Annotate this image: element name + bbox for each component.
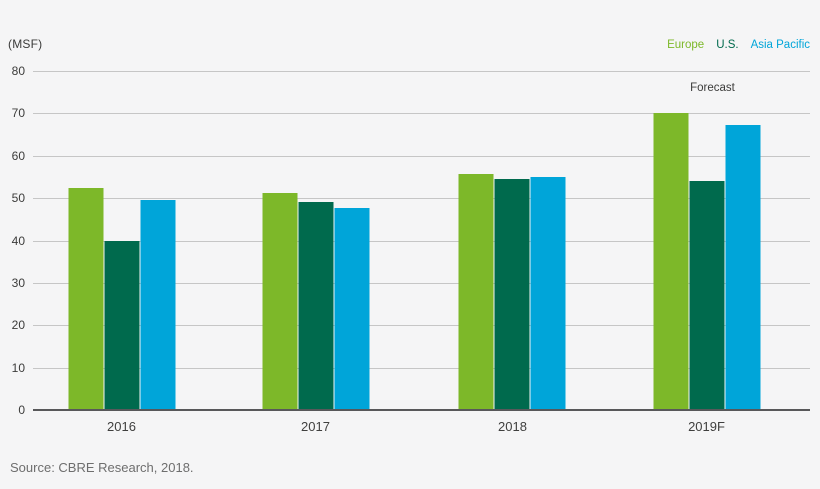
legend-item-u-s: U.S. — [716, 39, 739, 51]
gridline-20 — [33, 325, 810, 327]
y-tick-label-20: 20 — [11, 318, 25, 333]
y-tick-label-40: 40 — [11, 233, 25, 248]
x-category-label-2018: 2018 — [498, 419, 527, 434]
legend-item-asia-pacific: Asia Pacific — [750, 39, 810, 51]
legend-item-europe: Europe — [667, 39, 705, 51]
bar-group-2017 — [262, 193, 370, 410]
bar-asia-pacific-2018 — [530, 176, 566, 410]
gridline-40 — [33, 240, 810, 242]
gridline-70 — [33, 113, 810, 115]
y-axis-unit-label: (MSF) — [8, 37, 43, 51]
source-note: Source: CBRE Research, 2018. — [10, 460, 194, 475]
y-tick-label-60: 60 — [11, 148, 25, 163]
bar-group-2018 — [458, 173, 566, 410]
bar-u-s-2017 — [298, 201, 334, 410]
gridline-60 — [33, 155, 810, 157]
bar-u-s-2018 — [494, 178, 530, 410]
bar-group-2016 — [68, 188, 175, 410]
bar-asia-pacific-2016 — [140, 199, 175, 410]
bar-asia-pacific-2019f — [725, 124, 760, 410]
gridline-50 — [33, 198, 810, 200]
bar-europe-2019f — [653, 113, 688, 410]
y-tick-label-50: 50 — [11, 191, 25, 206]
y-tick-label-30: 30 — [11, 275, 25, 290]
y-tick-label-0: 0 — [18, 403, 25, 417]
y-tick-label-80: 80 — [11, 64, 25, 78]
gridline-80 — [33, 71, 810, 72]
x-axis-line — [33, 409, 810, 411]
bar-group-2019f — [653, 113, 760, 410]
gridline-30 — [33, 282, 810, 284]
x-category-label-2017: 2017 — [301, 419, 330, 434]
y-tick-label-10: 10 — [11, 360, 25, 375]
legend: Europe U.S. Asia Pacific — [667, 39, 810, 51]
gridline-10 — [33, 367, 810, 369]
x-category-label-2019f: 2019F — [688, 419, 725, 434]
y-tick-label-70: 70 — [11, 106, 25, 121]
plot-area — [33, 71, 810, 410]
bar-europe-2017 — [262, 193, 298, 410]
bar-u-s-2016 — [104, 240, 139, 410]
bar-u-s-2019f — [689, 181, 724, 410]
bar-europe-2016 — [68, 188, 103, 410]
bar-asia-pacific-2017 — [334, 208, 370, 410]
bar-europe-2018 — [458, 173, 494, 410]
x-category-label-2016: 2016 — [107, 419, 136, 434]
forecast-annotation: Forecast — [690, 82, 735, 94]
